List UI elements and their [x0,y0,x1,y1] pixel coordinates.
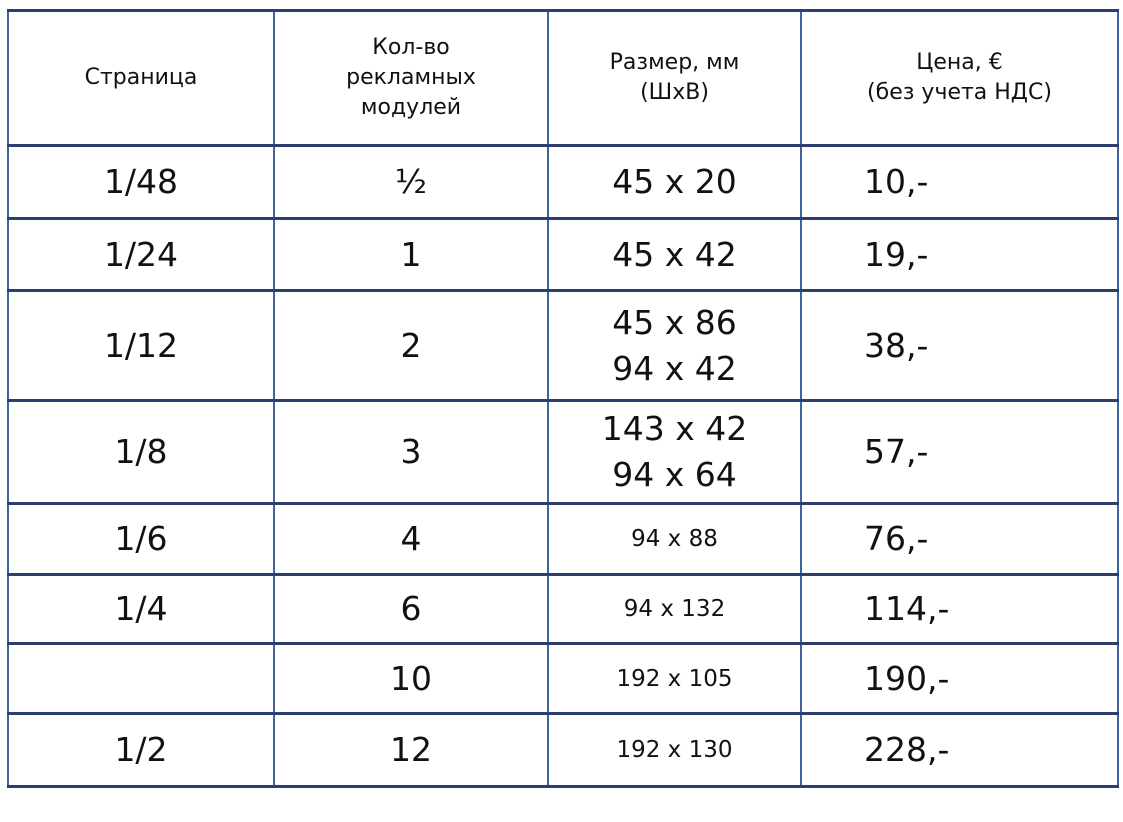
header-modules: Кол-во рекламных модулей [273,9,549,147]
size-value: 192 x 130 [616,737,733,763]
header-line: модулей [360,95,462,120]
header-line: Цена, € [916,50,1003,75]
header-line: Размер, мм [609,50,740,75]
price-cell: 38,- [800,289,1119,402]
modules-cell: 1 [273,217,549,292]
header-line: (без учета НДС) [867,80,1052,105]
size-value: 192 x 105 [616,665,733,692]
modules-cell: ½ [273,144,549,220]
table-row: 1/12 2 45 x 86 94 x 42 38,- [7,289,1119,402]
table-row: 1/48 ½ 45 x 20 10,- [7,144,1119,220]
header-line: Страница [84,65,198,90]
page-cell [7,642,275,715]
size-value: 45 x 42 [612,234,737,274]
page-cell: 1/8 [7,399,275,505]
price-cell: 57,- [800,399,1119,505]
header-row: Страница Кол-во рекламных модулей Размер, … [7,9,1119,147]
price-table: Страница Кол-во рекламных модулей Размер, … [7,9,1119,788]
price-cell: 190,- [800,642,1119,715]
page-cell: 1/12 [7,289,275,402]
size-cell: 192 x 130 [547,712,802,788]
price-cell: 19,- [800,217,1119,292]
size-cell: 94 x 132 [547,573,802,645]
size-value: 45 x 86 [612,302,737,342]
page-cell: 1/24 [7,217,275,292]
header-line: Кол-во [372,35,450,60]
header-price: Цена, € (без учета НДС) [800,9,1119,147]
size-cell: 143 x 42 94 x 64 [547,399,802,505]
size-cell: 94 x 88 [547,502,802,576]
table-row: 1/4 6 94 x 132 114,- [7,573,1119,645]
size-value: 94 x 132 [623,596,726,622]
price-cell: 10,- [800,144,1119,220]
modules-cell: 12 [273,712,549,788]
size-value: 143 x 42 [601,409,748,448]
modules-cell: 4 [273,502,549,576]
page-cell: 1/6 [7,502,275,576]
size-value: 94 x 64 [612,455,737,494]
size-value: 45 x 20 [612,162,737,201]
price-cell: 114,- [800,573,1119,645]
price-cell: 228,- [800,712,1119,788]
size-cell: 45 x 20 [547,144,802,220]
size-value: 94 x 88 [631,526,718,552]
page-cell: 1/2 [7,712,275,788]
table-row: 1/8 3 143 x 42 94 x 64 57,- [7,399,1119,505]
table-row: 1/24 1 45 x 42 19,- [7,217,1119,292]
header-size: Размер, мм (ШхВ) [547,9,802,147]
header-line: рекламных [346,65,476,90]
header-line: (ШхВ) [640,80,709,105]
table-row: 1/2 12 192 x 130 228,- [7,712,1119,788]
page-cell: 1/4 [7,573,275,645]
size-cell: 45 x 86 94 x 42 [547,289,802,402]
modules-cell: 6 [273,573,549,645]
page-cell: 1/48 [7,144,275,220]
modules-cell: 2 [273,289,549,402]
modules-cell: 10 [273,642,549,715]
modules-cell: 3 [273,399,549,505]
size-value: 94 x 42 [612,348,737,388]
size-cell: 192 x 105 [547,642,802,715]
price-cell: 76,- [800,502,1119,576]
header-page: Страница [7,9,275,147]
table-row: 10 192 x 105 190,- [7,642,1119,715]
size-cell: 45 x 42 [547,217,802,292]
table-row: 1/6 4 94 x 88 76,- [7,502,1119,576]
